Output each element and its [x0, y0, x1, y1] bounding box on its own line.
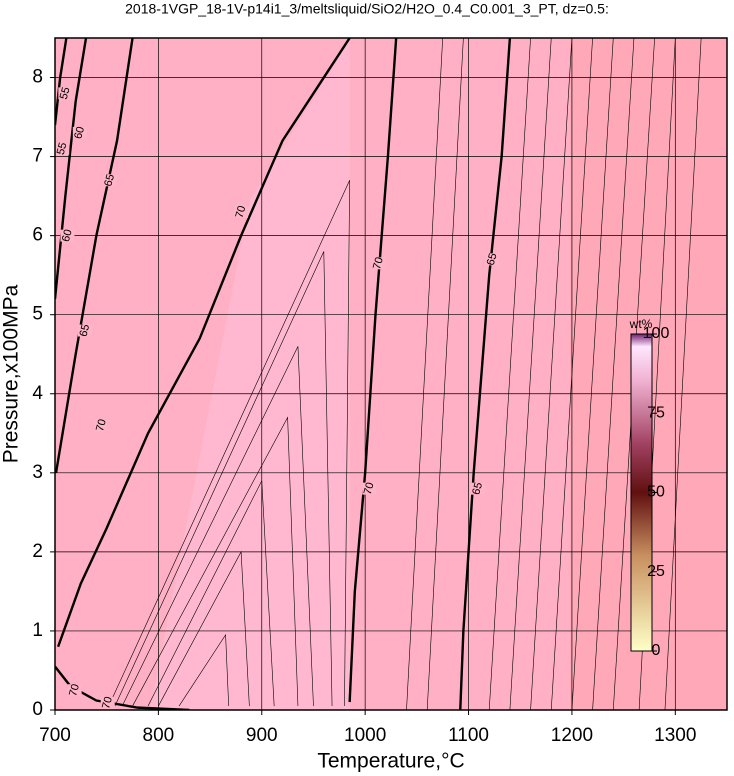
- contour-label: 65: [102, 173, 117, 188]
- contour-label: 65: [78, 323, 93, 338]
- contour-label-bg: [58, 87, 73, 100]
- y-tick-label: 2: [32, 541, 43, 562]
- contour-line: [530, 38, 573, 710]
- contour-line: [459, 38, 512, 710]
- contour-line: [55, 665, 190, 710]
- y-tick-label: 4: [32, 383, 43, 404]
- contour-line: [147, 479, 275, 707]
- contour-label: 65: [470, 481, 485, 496]
- contour-label-bg: [55, 142, 70, 155]
- contour-line: [348, 38, 398, 703]
- contour-line: [55, 38, 68, 126]
- contour-line: [592, 38, 635, 710]
- contour-label-bg: [67, 684, 82, 697]
- x-tick-label: 800: [143, 725, 175, 746]
- contour-label-bg: [72, 126, 87, 139]
- contour-label: 60: [72, 125, 87, 140]
- x-tick-label: 900: [246, 725, 278, 746]
- contour-line: [158, 550, 250, 707]
- contour-label: 70: [362, 481, 377, 496]
- contour-label: 70: [234, 204, 249, 219]
- colorbar-label: wt%: [629, 317, 653, 331]
- contour-line: [114, 251, 333, 707]
- colorbar-tick-label: 75: [647, 404, 665, 421]
- contour-label-bg: [102, 174, 117, 187]
- contour-label-bg: [94, 419, 109, 432]
- x-tick-label: 700: [39, 725, 71, 746]
- contour-line: [178, 633, 229, 707]
- contour-line: [121, 346, 314, 707]
- y-tick-label: 5: [32, 304, 43, 325]
- contour-label: 60: [60, 228, 75, 243]
- contour-line: [426, 38, 464, 710]
- contour-label-bg: [362, 482, 377, 495]
- contour-label: 70: [371, 256, 386, 271]
- colorbar-tick-label: 100: [643, 325, 670, 342]
- y-tick-label: 1: [32, 620, 43, 641]
- y-axis-label: Pressure,x100MPa: [0, 284, 23, 463]
- x-tick-label: 1200: [551, 725, 593, 746]
- y-tick-label: 6: [32, 225, 43, 246]
- contour-label: 70: [94, 418, 109, 433]
- y-tick-label: 3: [32, 462, 43, 483]
- contour-line: [56, 38, 351, 648]
- x-axis-label: Temperature,°C: [317, 750, 464, 773]
- x-tick-label: 1300: [654, 725, 696, 746]
- contour-label-bg: [485, 253, 500, 266]
- plot-frame: [54, 37, 728, 711]
- contour-label: 70: [100, 695, 115, 710]
- plot-region: [150, 40, 350, 710]
- contour-line: [488, 38, 531, 710]
- contour-label-bg: [470, 482, 485, 495]
- y-tick-label: 8: [32, 67, 43, 88]
- contour-line: [406, 38, 443, 710]
- contour-label: 70: [67, 683, 82, 698]
- contour-line: [55, 38, 88, 300]
- colorbar-tick-label: 50: [647, 484, 665, 501]
- contour-line: [550, 38, 593, 710]
- contour-label-bg: [234, 205, 249, 218]
- x-tick-label: 1100: [448, 725, 489, 746]
- contour-label-bg: [371, 257, 386, 270]
- y-tick-label: 7: [32, 146, 43, 167]
- contour-label: 65: [485, 252, 500, 267]
- y-tick-label: 0: [32, 699, 43, 720]
- contour-line: [55, 38, 134, 474]
- colorbar-tick-label: 0: [652, 642, 661, 659]
- contour-label-bg: [77, 324, 92, 337]
- contour-line: [132, 416, 299, 707]
- colorbar-tick-label: 25: [647, 563, 665, 580]
- x-tick-label: 1000: [344, 725, 386, 746]
- chart-title: 2018-1VGP_18-1V-p14i1_3/meltsliquid/SiO2…: [125, 1, 609, 17]
- contour-line: [571, 38, 614, 710]
- contour-line: [509, 38, 552, 710]
- contour-label-bg: [60, 229, 75, 242]
- contour-line: [108, 180, 350, 707]
- contour-label: 55: [55, 141, 70, 156]
- contour-label-bg: [100, 696, 115, 709]
- contour-line: [664, 38, 702, 710]
- contour-label: 55: [58, 86, 73, 101]
